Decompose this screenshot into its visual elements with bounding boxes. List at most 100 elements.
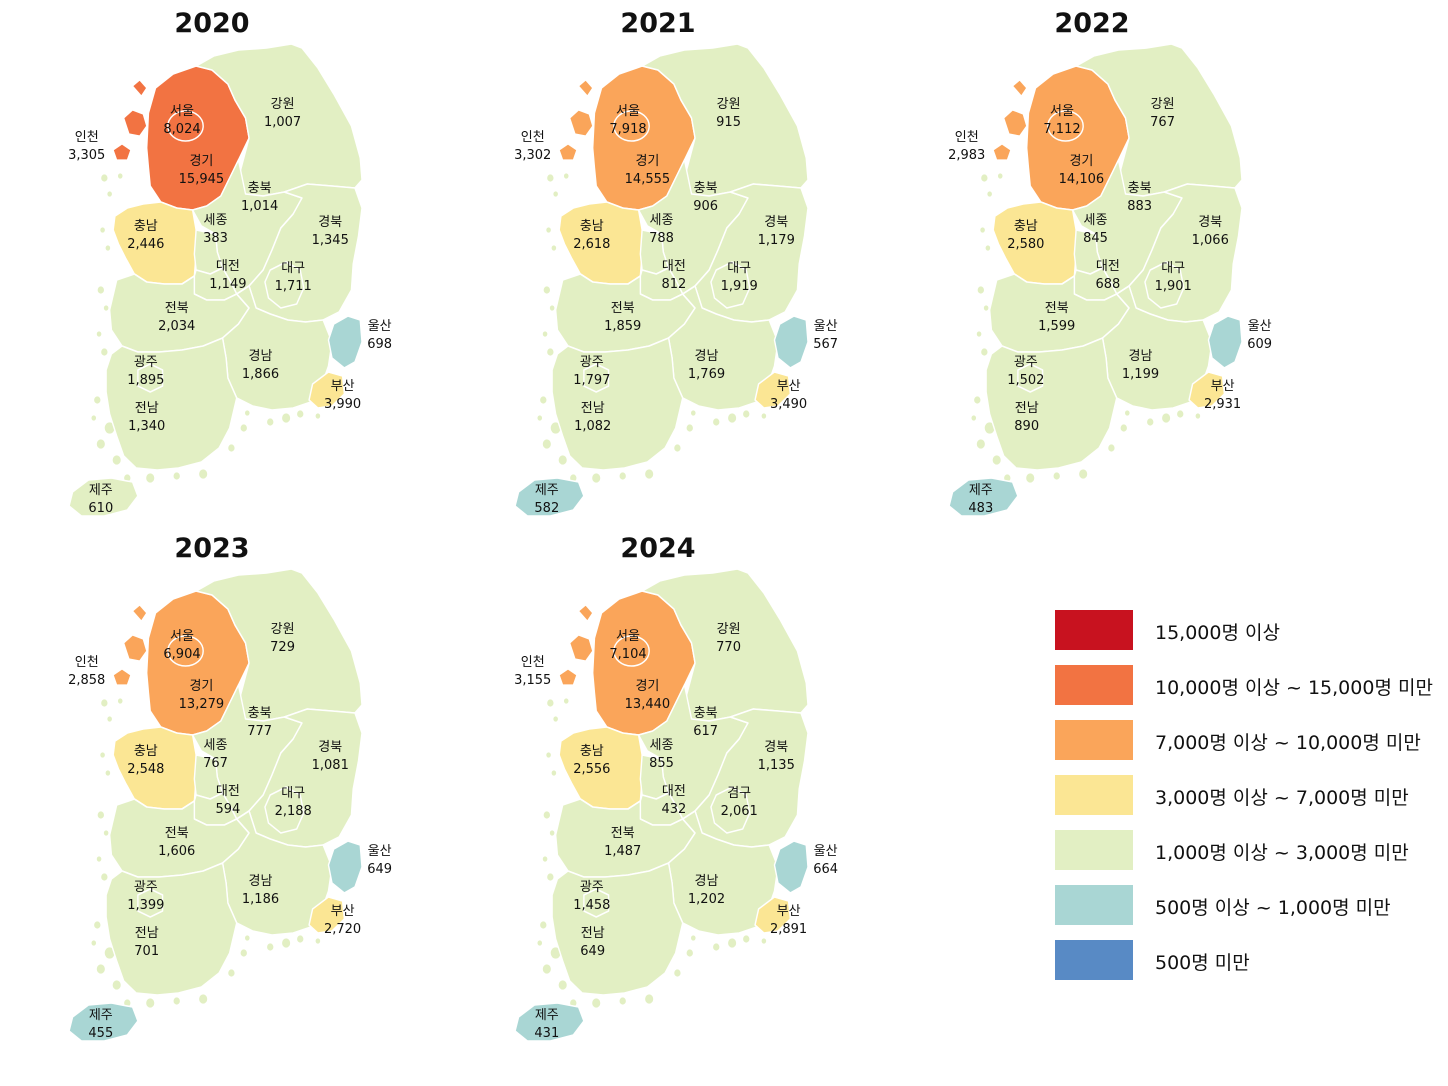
region-jeonnam <box>551 337 684 471</box>
region-name: 경기 <box>635 154 660 169</box>
region-incheon <box>1003 109 1028 137</box>
region-label-incheon: 인천 3,155 <box>514 654 551 690</box>
region-label-gyeonggi: 경기 13,279 <box>179 678 225 714</box>
region-busan <box>754 371 792 409</box>
region-label-gangwon: 강원 1,007 <box>264 96 301 132</box>
region-value: 812 <box>661 277 687 292</box>
region-value: 594 <box>215 802 241 817</box>
region-name: 충북 <box>693 181 718 196</box>
island-shape <box>117 172 124 180</box>
region-name: 부산 <box>1210 379 1235 394</box>
region-value: 729 <box>270 640 295 655</box>
region-value: 701 <box>134 944 160 959</box>
island-shape <box>96 285 105 295</box>
korea-map <box>68 568 362 1042</box>
region-gwangju <box>137 888 164 918</box>
region-label-busan: 부산 3,990 <box>324 378 361 414</box>
island-shape <box>96 963 106 975</box>
region-incheon <box>558 143 578 161</box>
island-shape <box>198 993 208 1005</box>
legend-swatch <box>1055 720 1133 760</box>
region-jeju <box>514 477 585 517</box>
region-label-gyeongnam: 경남 1,866 <box>242 348 279 384</box>
region-name: 서울 <box>616 104 640 119</box>
region-value: 617 <box>693 724 719 739</box>
region-name: 충북 <box>247 706 272 721</box>
legend-label: 500명 이상 ~ 1,000명 미만 <box>1155 897 1391 919</box>
region-incheon <box>123 109 148 137</box>
region-value: 1,797 <box>573 373 611 388</box>
island-shape <box>690 934 697 942</box>
region-label-gangwon: 강원 767 <box>1150 96 1175 132</box>
map-year-title: 2022 <box>1054 8 1130 39</box>
region-label-gyeonggi: 경기 14,106 <box>1059 153 1105 189</box>
island-shape <box>563 697 570 705</box>
island-shape <box>296 934 305 944</box>
island-shape <box>591 997 601 1009</box>
region-value: 2,034 <box>158 319 196 334</box>
region-value: 1,599 <box>1038 319 1076 334</box>
region-value: 2,983 <box>948 148 986 163</box>
island-shape <box>976 330 983 338</box>
legend-item-500-1000: 500명 이상 ~ 1,000명 미만 <box>1055 885 1445 925</box>
region-incheon <box>123 634 148 662</box>
region-value: 13,440 <box>624 697 671 712</box>
region-value: 1,149 <box>209 277 247 292</box>
region-jeonnam <box>105 862 238 996</box>
region-ulsan <box>1207 315 1242 369</box>
island-shape <box>266 417 275 427</box>
island-shape <box>970 414 977 422</box>
island-shape <box>96 438 106 450</box>
region-incheon <box>577 79 594 97</box>
island-shape <box>93 395 102 405</box>
region-seoul <box>167 635 204 667</box>
island-shape <box>96 855 103 863</box>
region-label-gyeongbuk: 경북 1,179 <box>758 214 795 250</box>
region-label-jeonnam: 전남 1,082 <box>574 400 611 436</box>
region-name: 광주 <box>579 355 604 370</box>
region-name: 세종 <box>1083 213 1108 228</box>
region-name: 충북 <box>247 181 272 196</box>
region-label-gyeongbuk: 경북 1,081 <box>312 739 349 775</box>
island-shape <box>145 472 155 484</box>
region-label-gyeongbuk: 경북 1,345 <box>312 214 349 250</box>
island-shape <box>90 414 97 422</box>
island-shape <box>100 173 109 183</box>
region-name: 대전 <box>215 259 240 274</box>
island-shape <box>685 423 694 433</box>
region-name: 경북 <box>318 740 343 755</box>
region-name: 대구 <box>281 261 306 276</box>
island-shape <box>727 937 737 949</box>
region-value: 688 <box>1095 277 1121 292</box>
island-shape <box>976 285 985 295</box>
region-label-gyeongbuk: 경북 1,066 <box>1192 214 1229 250</box>
island-shape <box>103 304 110 312</box>
island-shape <box>991 454 1002 466</box>
legend-swatch <box>1055 610 1133 650</box>
region-value: 906 <box>693 199 719 214</box>
legend-label: 3,000명 이상 ~ 7,000명 미만 <box>1155 787 1409 809</box>
region-busan <box>308 371 346 409</box>
map-year-title: 2021 <box>620 8 696 39</box>
region-value: 1,859 <box>604 319 642 334</box>
island-shape <box>557 454 568 466</box>
region-name: 경북 <box>764 740 789 755</box>
island-shape <box>545 226 552 234</box>
region-daegu <box>710 786 751 834</box>
region-value: 915 <box>716 115 741 130</box>
region-label-jeonbuk: 전북 2,034 <box>158 300 195 336</box>
legend-label: 10,000명 이상 ~ 15,000명 미만 <box>1155 677 1433 699</box>
region-name: 울산 <box>1247 319 1272 334</box>
region-jeju <box>514 1002 585 1042</box>
legend-item-3000-7000: 3,000명 이상 ~ 7,000명 미만 <box>1055 775 1445 815</box>
region-name: 경기 <box>1069 154 1094 169</box>
region-value: 1,179 <box>757 233 795 248</box>
region-value: 855 <box>649 756 674 771</box>
island-shape <box>539 395 548 405</box>
region-label-ulsan: 울산 609 <box>1247 318 1272 354</box>
region-value: 1,502 <box>1007 373 1045 388</box>
region-value: 3,305 <box>68 148 106 163</box>
island-shape <box>550 769 557 777</box>
region-name: 제주 <box>968 483 993 498</box>
region-name: 서울 <box>1050 104 1074 119</box>
